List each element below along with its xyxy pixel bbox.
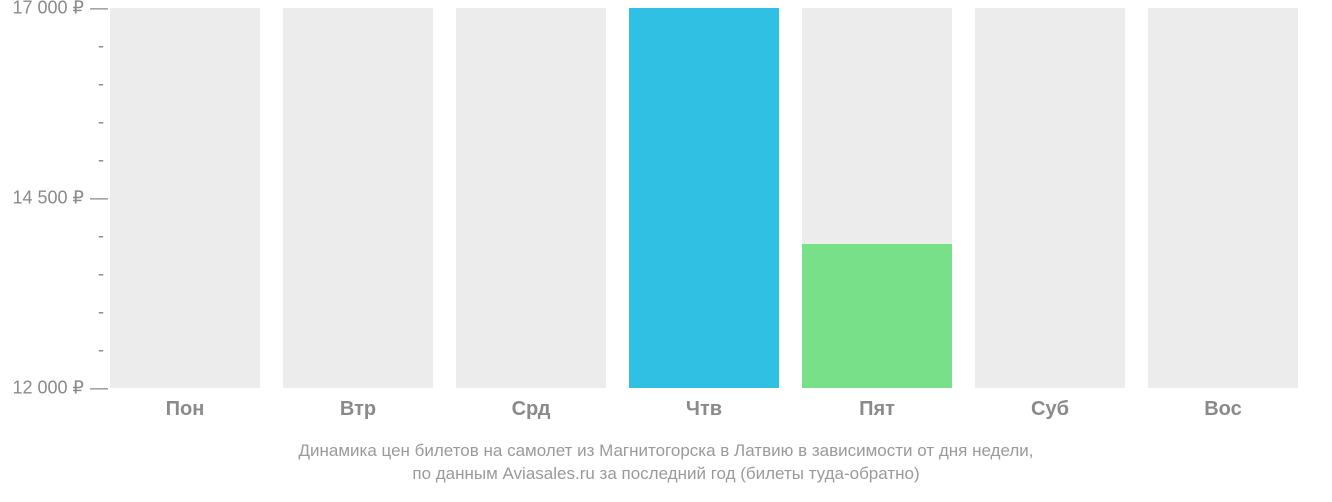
caption-line-1: Динамика цен билетов на самолет из Магни…: [0, 440, 1332, 463]
y-tick-minor: -: [98, 112, 104, 133]
x-label: Пон: [110, 398, 260, 421]
bar-value: [802, 244, 952, 388]
y-tick-minor: -: [98, 340, 104, 361]
bar-placeholder: [283, 8, 433, 388]
y-tick-minor: -: [98, 302, 104, 323]
bar-column: [1148, 8, 1298, 388]
x-label: Чтв: [629, 398, 779, 421]
bar-column: [456, 8, 606, 388]
x-label: Пят: [802, 398, 952, 421]
y-tick-major: 12 000 ₽—: [12, 378, 104, 399]
bar-column: [629, 8, 779, 388]
bar-column: [975, 8, 1125, 388]
bar-column: [110, 8, 260, 388]
x-label: Втр: [283, 398, 433, 421]
x-axis-labels: Пон Втр Срд Чтв Пят Суб Вос: [110, 398, 1320, 432]
price-by-weekday-chart: 12 000 ₽— 14 500 ₽— 17 000 ₽— - - - - - - - - Пон В…: [0, 0, 1332, 502]
y-tick-major: 14 500 ₽—: [12, 188, 104, 209]
bar-placeholder: [456, 8, 606, 388]
bar-column: [283, 8, 433, 388]
caption-line-2: по данным Aviasales.ru за последний год …: [0, 463, 1332, 486]
y-tick-minor: -: [98, 36, 104, 57]
y-tick-minor: -: [98, 264, 104, 285]
y-tick-minor: -: [98, 74, 104, 95]
plot-area: [110, 8, 1320, 388]
y-tick-major: 17 000 ₽—: [12, 0, 104, 19]
bar-placeholder: [1148, 8, 1298, 388]
bar-column: [802, 8, 952, 388]
y-axis: 12 000 ₽— 14 500 ₽— 17 000 ₽— - - - - - - - -: [0, 0, 110, 400]
bar-placeholder: [110, 8, 260, 388]
bar-placeholder: [975, 8, 1125, 388]
y-tick-minor: -: [98, 226, 104, 247]
x-label: Вос: [1148, 398, 1298, 421]
x-label: Суб: [975, 398, 1125, 421]
y-tick-minor: -: [98, 150, 104, 171]
bar-value: [629, 8, 779, 388]
chart-caption: Динамика цен билетов на самолет из Магни…: [0, 440, 1332, 486]
x-label: Срд: [456, 398, 606, 421]
